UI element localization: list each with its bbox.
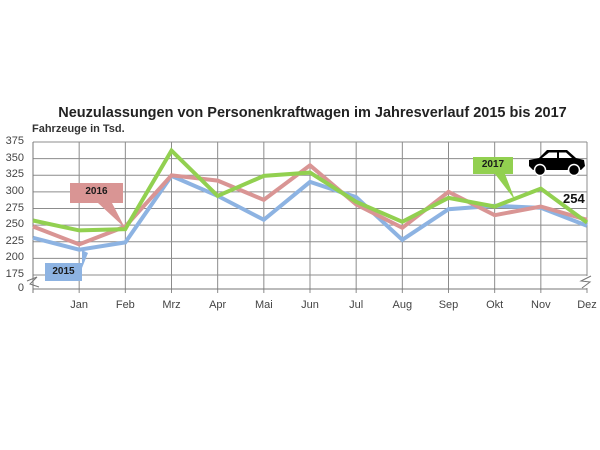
x-tick-label: Jan [70, 299, 89, 311]
y-tick-label: 0 [17, 282, 24, 294]
y-tick-label: 175 [5, 268, 24, 280]
y-tick-label: 375 [5, 135, 24, 147]
y-tick-label: 350 [5, 151, 24, 164]
last-value-label: 254 [563, 191, 585, 206]
x-tick-label: Okt [486, 299, 504, 311]
x-tick-label: Mai [254, 299, 273, 311]
y-tick-label: 225 [5, 234, 24, 247]
y-tick-label: 275 [5, 201, 24, 214]
series-lines [32, 147, 589, 252]
axes [26, 142, 593, 293]
x-tick-label: Jun [301, 299, 319, 311]
callout-2016: 2016 [85, 186, 108, 197]
chart-title: Neuzulassungen von Personenkraftwagen im… [58, 105, 567, 121]
callouts [45, 157, 515, 281]
x-tick-label: Nov [531, 299, 551, 311]
y-tick-label: 250 [5, 218, 24, 231]
car-icon [529, 150, 585, 177]
x-tick-label: Dez [577, 299, 597, 311]
y-tick-label: 300 [5, 184, 24, 197]
x-tick-label: Jul [349, 299, 364, 311]
callout-2015: 2015 [52, 266, 75, 277]
y-tick-label: 200 [5, 251, 24, 264]
x-tick-label: Aug [392, 299, 413, 311]
x-tick-label: Mrz [162, 299, 181, 311]
x-tick-label: Sep [438, 299, 459, 311]
series-2017 [32, 147, 589, 233]
y-axis-unit-label: Fahrzeuge in Tsd. [32, 123, 125, 135]
callout-2017: 2017 [481, 159, 505, 170]
x-tick-label: Apr [209, 299, 227, 311]
y-tick-label: 325 [5, 168, 24, 181]
x-tick-label: Feb [115, 299, 135, 311]
